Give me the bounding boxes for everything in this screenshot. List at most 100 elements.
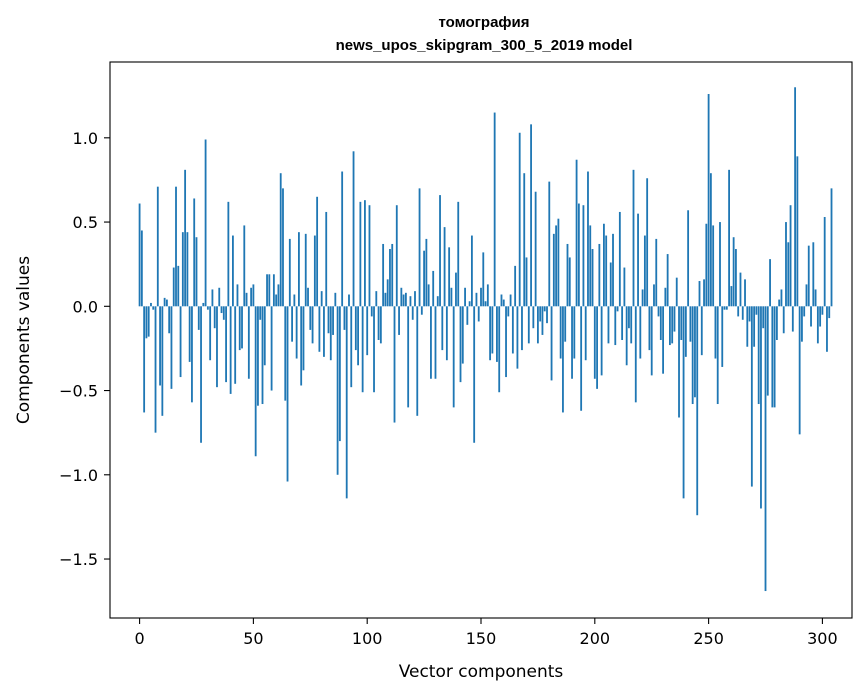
bar-88	[338, 306, 341, 442]
bar-263	[737, 306, 740, 317]
bar-300	[821, 306, 824, 315]
bar-120	[411, 306, 414, 320]
bar-125	[423, 250, 426, 307]
bar-175	[536, 306, 539, 344]
bar-297	[814, 289, 817, 307]
bar-143	[464, 287, 466, 307]
bar-89	[341, 171, 344, 307]
bar-144	[466, 306, 469, 325]
bar-233	[669, 306, 671, 346]
bar-270	[753, 306, 756, 347]
bar-181	[550, 306, 553, 381]
bar-196	[584, 306, 587, 361]
bar-90	[343, 306, 346, 330]
bar-11	[163, 297, 166, 307]
bar-222	[643, 235, 646, 307]
bar-265	[741, 306, 744, 320]
bar-296	[812, 242, 815, 307]
bar-153	[486, 284, 489, 307]
bar-298	[816, 306, 819, 344]
bar-44	[238, 306, 241, 351]
bar-209	[614, 306, 617, 346]
bar-291	[801, 306, 803, 342]
bar-163	[509, 294, 512, 307]
x-axis: 0 50 100 150 200 250 300	[134, 618, 838, 648]
bar-272	[757, 306, 760, 405]
bar-60	[275, 294, 278, 307]
bar-75	[309, 306, 312, 330]
bar-79	[318, 306, 321, 352]
bar-134	[443, 227, 446, 307]
bar-139	[455, 272, 457, 307]
bar-99	[364, 200, 366, 307]
bar-26	[197, 306, 200, 330]
bar-50	[252, 284, 255, 307]
bar-124	[420, 306, 423, 315]
bar-104	[375, 291, 378, 307]
bar-21	[186, 232, 189, 307]
bar-138	[452, 306, 455, 408]
bar-232	[666, 254, 669, 307]
bar-1	[140, 230, 143, 307]
bar-100	[366, 306, 369, 356]
bar-219	[637, 213, 639, 307]
bar-72	[302, 306, 305, 371]
bar-229	[659, 306, 662, 340]
bar-67	[291, 306, 293, 342]
bar-180	[548, 181, 551, 307]
bar-61	[277, 284, 280, 307]
bar-225	[650, 306, 653, 376]
bar-154	[489, 306, 492, 361]
bar-283	[782, 306, 785, 334]
bar-9	[159, 306, 161, 386]
bar-217	[632, 169, 635, 307]
bar-259	[728, 169, 730, 307]
bar-152	[484, 301, 487, 307]
bar-76	[311, 306, 314, 344]
bar-19	[181, 232, 184, 307]
bar-274	[762, 306, 765, 329]
bar-126	[425, 238, 428, 307]
bar-256	[721, 306, 724, 367]
bar-211	[618, 211, 621, 307]
bar-168	[521, 306, 523, 351]
bar-173	[532, 306, 535, 329]
bar-8	[156, 186, 159, 307]
bar-145	[468, 301, 471, 307]
bar-69	[295, 306, 298, 359]
bar-117	[404, 292, 407, 307]
bar-16	[175, 186, 177, 307]
bar-5	[150, 302, 152, 307]
bar-281	[778, 299, 781, 307]
bar-141	[459, 306, 462, 383]
bar-271	[755, 306, 758, 315]
bar-197	[587, 171, 589, 307]
bar-47	[245, 292, 248, 307]
bar-247	[700, 306, 703, 356]
bar-227	[655, 238, 658, 307]
bar-198	[589, 225, 592, 307]
bar-132	[439, 195, 441, 307]
bar-282	[780, 289, 783, 307]
bar-12	[165, 299, 168, 307]
bar-228	[657, 306, 660, 317]
bar-184	[557, 218, 560, 307]
bar-238	[680, 306, 683, 340]
bar-52	[257, 306, 259, 406]
bar-74	[307, 287, 309, 307]
bar-35	[218, 287, 221, 307]
bar-62	[279, 173, 282, 307]
bar-106	[379, 306, 382, 344]
bar-105	[377, 306, 380, 340]
bar-280	[775, 306, 778, 340]
bar-253	[714, 306, 717, 359]
bar-110	[389, 249, 391, 307]
bar-292	[803, 306, 806, 317]
bar-6	[152, 306, 155, 310]
bar-172	[530, 124, 532, 307]
bar-194	[580, 306, 583, 411]
y-axis-label: Components values	[14, 256, 34, 424]
bar-2	[143, 306, 146, 413]
bar-157	[496, 306, 498, 362]
